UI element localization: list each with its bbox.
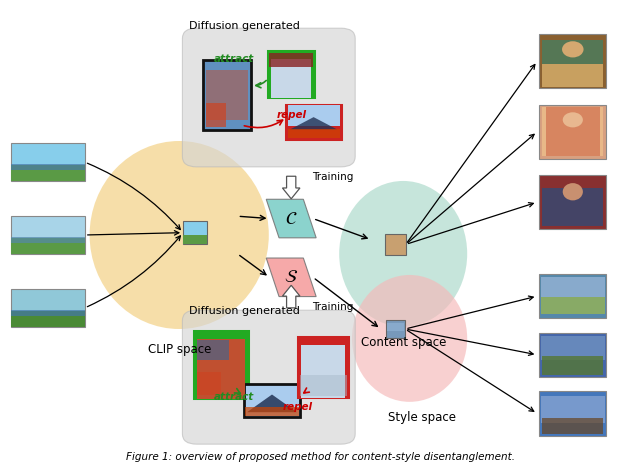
Bar: [206, 103, 226, 127]
Bar: [387, 322, 404, 331]
Bar: [541, 297, 605, 313]
FancyArrowPatch shape: [408, 134, 534, 243]
Bar: [541, 396, 605, 423]
Text: CLIP space: CLIP space: [147, 343, 211, 356]
Bar: [287, 105, 340, 139]
Bar: [11, 311, 85, 327]
Bar: [288, 129, 339, 138]
Bar: [11, 310, 85, 315]
FancyArrowPatch shape: [87, 236, 180, 307]
Text: attract: attract: [214, 54, 253, 64]
Bar: [540, 333, 607, 377]
Bar: [541, 277, 605, 302]
Ellipse shape: [562, 41, 584, 57]
Bar: [11, 164, 85, 170]
Bar: [183, 235, 207, 244]
Bar: [11, 216, 85, 254]
Ellipse shape: [339, 181, 467, 327]
Bar: [543, 356, 603, 375]
FancyArrowPatch shape: [408, 64, 535, 242]
Bar: [271, 59, 311, 98]
Ellipse shape: [563, 112, 583, 127]
Bar: [541, 336, 605, 360]
FancyArrowPatch shape: [88, 231, 179, 235]
FancyArrowPatch shape: [408, 296, 533, 329]
Bar: [545, 107, 600, 156]
Bar: [11, 143, 85, 181]
Bar: [244, 384, 300, 417]
Bar: [543, 418, 603, 433]
Bar: [183, 221, 207, 244]
Text: Figure 1: overview of proposed method for content-style disentanglement.: Figure 1: overview of proposed method fo…: [125, 452, 515, 462]
Bar: [206, 70, 248, 120]
Bar: [540, 34, 607, 88]
Ellipse shape: [90, 141, 269, 329]
FancyArrowPatch shape: [408, 330, 534, 411]
Ellipse shape: [352, 275, 467, 402]
Bar: [543, 54, 603, 86]
FancyArrowPatch shape: [304, 388, 309, 393]
Bar: [540, 104, 607, 159]
Bar: [204, 60, 251, 130]
FancyArrowPatch shape: [239, 255, 266, 275]
Bar: [11, 237, 85, 243]
FancyArrowPatch shape: [408, 329, 533, 355]
FancyArrowPatch shape: [88, 163, 180, 229]
Polygon shape: [247, 394, 297, 412]
Bar: [301, 345, 345, 398]
Bar: [268, 51, 314, 97]
FancyArrowPatch shape: [315, 279, 378, 326]
Bar: [193, 331, 248, 398]
FancyBboxPatch shape: [182, 28, 355, 167]
Bar: [11, 165, 85, 181]
Text: Style space: Style space: [388, 411, 456, 424]
FancyBboxPatch shape: [182, 310, 355, 444]
Bar: [288, 105, 339, 125]
Polygon shape: [282, 285, 300, 308]
Ellipse shape: [390, 237, 401, 244]
Text: Diffusion generated: Diffusion generated: [189, 21, 300, 31]
Bar: [300, 375, 347, 396]
Bar: [386, 320, 405, 338]
Bar: [543, 188, 603, 226]
Ellipse shape: [563, 183, 583, 200]
Text: Training: Training: [312, 302, 353, 312]
Bar: [197, 339, 230, 360]
Bar: [269, 53, 313, 67]
Bar: [11, 289, 85, 327]
Polygon shape: [266, 199, 316, 238]
FancyArrowPatch shape: [256, 80, 266, 88]
Bar: [197, 339, 245, 399]
Bar: [543, 39, 603, 64]
Text: attract: attract: [214, 392, 253, 402]
Bar: [540, 391, 607, 436]
Text: $\mathcal{S}$: $\mathcal{S}$: [284, 268, 298, 286]
FancyArrowPatch shape: [408, 203, 533, 243]
Bar: [11, 238, 85, 254]
FancyArrowPatch shape: [316, 219, 367, 239]
FancyArrowPatch shape: [244, 120, 283, 127]
Text: Training: Training: [312, 172, 353, 182]
Text: $\mathcal{C}$: $\mathcal{C}$: [285, 210, 298, 227]
Bar: [298, 337, 348, 397]
Bar: [543, 107, 603, 156]
Polygon shape: [282, 176, 300, 199]
Bar: [540, 175, 607, 229]
Polygon shape: [266, 258, 316, 297]
FancyArrowPatch shape: [240, 215, 265, 220]
Text: Diffusion generated: Diffusion generated: [189, 306, 300, 316]
Bar: [197, 372, 221, 395]
Polygon shape: [290, 117, 338, 130]
Text: repel: repel: [283, 401, 312, 412]
Bar: [385, 234, 406, 255]
Text: Content space: Content space: [360, 336, 446, 349]
FancyArrowPatch shape: [234, 389, 241, 393]
Bar: [245, 407, 299, 416]
Text: repel: repel: [276, 110, 306, 120]
Bar: [540, 274, 607, 319]
